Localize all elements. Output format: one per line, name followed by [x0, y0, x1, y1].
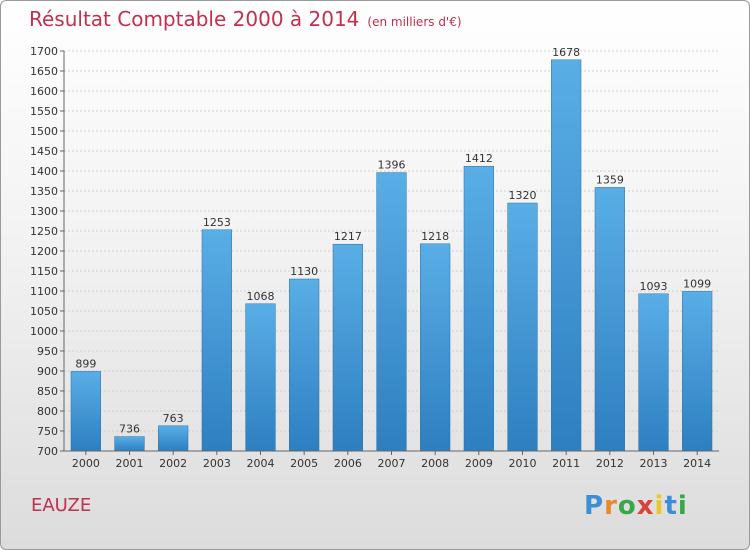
y-tick-label: 1100 — [30, 285, 58, 298]
bar-value-label: 1099 — [683, 277, 711, 290]
bar-2002 — [158, 425, 189, 452]
x-tick-label: 2011 — [552, 457, 580, 470]
bar-value-label: 1130 — [290, 265, 318, 278]
location-label: EAUZE — [31, 495, 92, 516]
x-tick-label: 2009 — [465, 457, 493, 470]
bar-2008 — [420, 243, 451, 452]
y-tick-label: 1350 — [30, 185, 58, 198]
bar-value-label: 1093 — [640, 280, 668, 293]
x-tick-label: 2002 — [159, 457, 187, 470]
logo-letter: i — [654, 491, 665, 521]
y-tick-label: 1300 — [30, 205, 58, 218]
bar-2001 — [114, 436, 145, 452]
y-axis: 700 750 800 850 900 950 1000 1050 1100 1150 1200 12… — [30, 45, 65, 458]
y-tick-label: 900 — [37, 365, 58, 378]
x-axis: 2000 2001 2002 2003 2004 2005 2006 2007 2008 2009… — [64, 450, 719, 470]
bar-value-label: 1218 — [421, 230, 449, 243]
proxiti-logo: Proxiti — [584, 491, 688, 521]
y-tick-label: 950 — [37, 345, 58, 358]
x-tick-label: 2008 — [421, 457, 449, 470]
y-tick-label: 1600 — [30, 85, 58, 98]
bar-2003 — [201, 229, 232, 452]
y-tick-label: 1200 — [30, 245, 58, 258]
y-tick-label: 800 — [37, 405, 58, 418]
bar-value-label: 1253 — [203, 216, 231, 229]
bar-2009 — [463, 165, 494, 452]
y-tick-label: 1400 — [30, 165, 58, 178]
bar-2010 — [507, 202, 538, 452]
chart-subtitle: (en milliers d'€) — [367, 15, 462, 29]
x-tick-label: 2004 — [247, 457, 275, 470]
bars-group: 899 736 763 1253 1068 1130 1217 1396 1218 1412 132… — [70, 46, 713, 452]
logo-letter: x — [636, 491, 655, 521]
bar-2013 — [638, 293, 669, 452]
bar-value-label: 1068 — [247, 290, 275, 303]
logo-letter: r — [604, 491, 618, 521]
bar-value-label: 736 — [119, 423, 140, 436]
logo-letter: t — [664, 491, 678, 521]
x-tick-label: 2014 — [683, 457, 711, 470]
logo-letter: P — [584, 491, 605, 521]
y-tick-label: 850 — [37, 385, 58, 398]
x-tick-label: 2000 — [72, 457, 100, 470]
y-tick-label: 1050 — [30, 305, 58, 318]
bar-value-label: 1396 — [378, 159, 406, 172]
y-tick-label: 1450 — [30, 145, 58, 158]
bar-value-label: 763 — [163, 412, 184, 425]
chart-title: Résultat Comptable 2000 à 2014 (en millie… — [29, 7, 462, 31]
x-tick-label: 2010 — [509, 457, 537, 470]
y-tick-label: 1150 — [30, 265, 58, 278]
y-tick-label: 1500 — [30, 125, 58, 138]
bar-2000 — [70, 371, 101, 452]
x-tick-label: 2003 — [203, 457, 231, 470]
bar-value-label: 1320 — [509, 189, 537, 202]
y-tick-label: 1000 — [30, 325, 58, 338]
bar-2014 — [682, 291, 713, 452]
x-tick-label: 2012 — [596, 457, 624, 470]
bar-2011 — [551, 59, 582, 452]
y-tick-label: 1700 — [30, 45, 58, 58]
bar-2012 — [594, 187, 625, 452]
y-tick-label: 1250 — [30, 225, 58, 238]
bar-2005 — [289, 278, 320, 452]
title-text: Résultat Comptable 2000 à 2014 — [29, 7, 360, 31]
bar-value-label: 1359 — [596, 173, 624, 186]
x-tick-label: 2005 — [290, 457, 318, 470]
bar-value-label: 1678 — [552, 46, 580, 59]
y-tick-label: 700 — [37, 445, 58, 458]
x-tick-label: 2007 — [378, 457, 406, 470]
x-tick-label: 2006 — [334, 457, 362, 470]
y-tick-label: 750 — [37, 425, 58, 438]
bar-value-label: 1412 — [465, 152, 493, 165]
x-tick-label: 2013 — [640, 457, 668, 470]
y-tick-label: 1650 — [30, 65, 58, 78]
logo-letter: o — [617, 491, 637, 521]
bar-value-label: 899 — [75, 357, 96, 370]
y-tick-label: 1550 — [30, 105, 58, 118]
x-tick-label: 2001 — [116, 457, 144, 470]
bar-2006 — [332, 243, 363, 452]
bar-2004 — [245, 303, 276, 452]
bar-2007 — [376, 172, 407, 452]
logo-letter: i — [677, 491, 688, 521]
bar-value-label: 1217 — [334, 230, 362, 243]
